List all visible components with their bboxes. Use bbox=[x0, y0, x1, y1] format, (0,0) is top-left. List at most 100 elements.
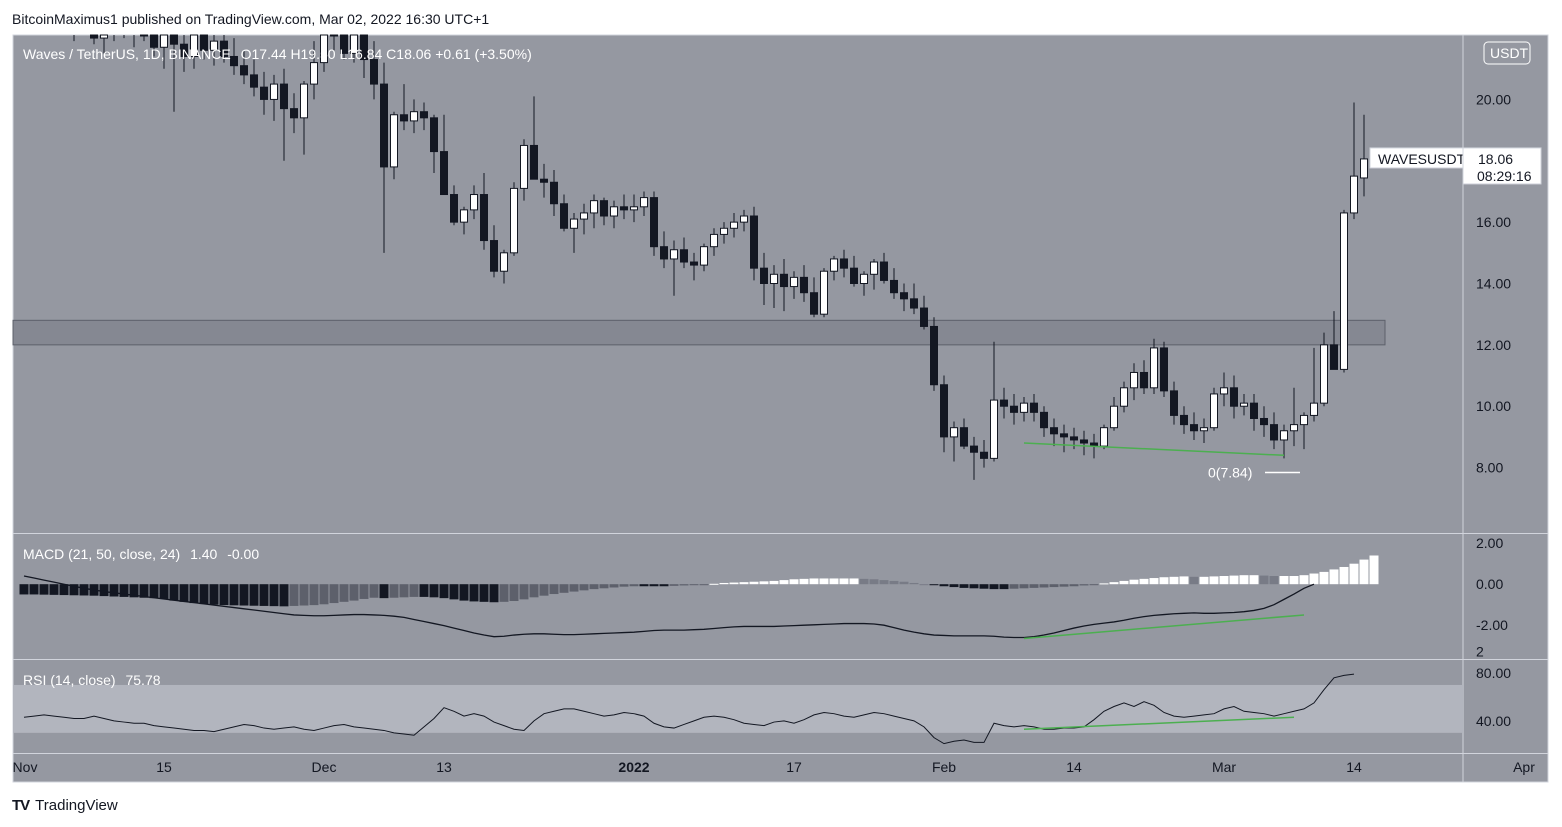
candle-down[interactable] bbox=[1260, 417, 1268, 426]
candle-down[interactable] bbox=[1040, 411, 1048, 429]
candle-down[interactable] bbox=[230, 55, 238, 67]
candle-up[interactable] bbox=[510, 187, 518, 254]
candle-up[interactable] bbox=[830, 258, 838, 272]
candle-down[interactable] bbox=[1010, 405, 1018, 413]
candle-up[interactable] bbox=[300, 83, 308, 119]
candle-up[interactable] bbox=[210, 40, 218, 51]
candle-up[interactable] bbox=[1320, 344, 1328, 404]
candle-down[interactable] bbox=[360, 34, 368, 61]
candle-up[interactable] bbox=[820, 270, 828, 315]
candle-up[interactable] bbox=[1210, 393, 1218, 429]
candle-up[interactable] bbox=[1300, 414, 1308, 426]
candle-up[interactable] bbox=[1240, 402, 1248, 407]
candle-down[interactable] bbox=[540, 178, 548, 183]
candle-down[interactable] bbox=[660, 246, 668, 260]
candle-up[interactable] bbox=[1220, 387, 1228, 395]
candle-down[interactable] bbox=[90, 34, 98, 39]
candle-down[interactable] bbox=[220, 40, 228, 57]
candle-up[interactable] bbox=[730, 221, 738, 229]
candle-down[interactable] bbox=[690, 261, 698, 266]
candle-down[interactable] bbox=[1180, 414, 1188, 426]
rsi-title[interactable]: RSI (14, close) bbox=[23, 672, 116, 688]
candle-up[interactable] bbox=[270, 83, 278, 100]
candle-up[interactable] bbox=[1350, 175, 1358, 214]
candle-up[interactable] bbox=[160, 34, 168, 48]
candle-down[interactable] bbox=[180, 43, 188, 57]
candle-up[interactable] bbox=[590, 200, 598, 214]
candle-down[interactable] bbox=[760, 267, 768, 284]
candle-down[interactable] bbox=[620, 206, 628, 211]
candle-up[interactable] bbox=[700, 246, 708, 266]
candle-down[interactable] bbox=[380, 83, 388, 168]
candle-down[interactable] bbox=[1070, 436, 1078, 441]
candle-up[interactable] bbox=[580, 212, 588, 220]
candle-down[interactable] bbox=[880, 261, 888, 281]
candle-up[interactable] bbox=[1120, 387, 1128, 407]
candle-down[interactable] bbox=[890, 279, 898, 294]
candle-up[interactable] bbox=[570, 218, 578, 229]
candle-down[interactable] bbox=[930, 325, 938, 386]
candle-down[interactable] bbox=[780, 273, 788, 288]
candle-up[interactable] bbox=[1150, 347, 1158, 389]
candle-down[interactable] bbox=[170, 34, 178, 45]
candle-up[interactable] bbox=[320, 34, 328, 64]
candle-down[interactable] bbox=[850, 267, 858, 284]
candle-down[interactable] bbox=[150, 34, 158, 48]
candle-down[interactable] bbox=[940, 384, 948, 438]
candle-down[interactable] bbox=[240, 65, 248, 76]
candle-down[interactable] bbox=[450, 194, 458, 223]
candle-up[interactable] bbox=[1340, 212, 1348, 370]
candle-down[interactable] bbox=[420, 111, 428, 119]
candle-up[interactable] bbox=[100, 34, 108, 39]
candle-down[interactable] bbox=[1060, 433, 1068, 438]
candle-up[interactable] bbox=[710, 233, 718, 248]
candle-down[interactable] bbox=[1080, 439, 1088, 444]
candle-up[interactable] bbox=[1310, 402, 1318, 416]
candle-down[interactable] bbox=[550, 181, 558, 205]
candle-up[interactable] bbox=[1280, 430, 1288, 441]
candle-up[interactable] bbox=[1020, 402, 1028, 413]
candle-down[interactable] bbox=[400, 114, 408, 122]
candle-down[interactable] bbox=[250, 74, 258, 88]
candle-up[interactable] bbox=[630, 206, 638, 211]
macd-line[interactable] bbox=[23, 575, 1315, 639]
candle-up[interactable] bbox=[1110, 405, 1118, 429]
candle-down[interactable] bbox=[140, 34, 148, 37]
candle-down[interactable] bbox=[560, 203, 568, 229]
candle-up[interactable] bbox=[1360, 158, 1368, 179]
resistance-zone[interactable] bbox=[12, 319, 1386, 346]
candle-down[interactable] bbox=[1230, 387, 1238, 407]
symbol-title[interactable]: Waves / TetherUS, 1D, BINANCE bbox=[23, 46, 231, 62]
candle-up[interactable] bbox=[860, 273, 868, 284]
candle-down[interactable] bbox=[650, 197, 658, 248]
candle-down[interactable] bbox=[280, 83, 288, 110]
candle-up[interactable] bbox=[740, 215, 748, 223]
candle-down[interactable] bbox=[920, 307, 928, 327]
candle-down[interactable] bbox=[960, 427, 968, 447]
candle-down[interactable] bbox=[1030, 402, 1038, 413]
candle-down[interactable] bbox=[1000, 399, 1008, 407]
candle-down[interactable] bbox=[1160, 347, 1168, 392]
candle-down[interactable] bbox=[260, 86, 268, 100]
candle-up[interactable] bbox=[460, 209, 468, 223]
candle-up[interactable] bbox=[720, 227, 728, 235]
candle-down[interactable] bbox=[370, 59, 378, 85]
candle-down[interactable] bbox=[440, 151, 448, 196]
candle-up[interactable] bbox=[610, 206, 618, 217]
candle-down[interactable] bbox=[680, 249, 688, 263]
candle-down[interactable] bbox=[490, 240, 498, 272]
price-divergence-line[interactable] bbox=[1023, 442, 1285, 457]
macd-divergence-line[interactable] bbox=[1023, 614, 1305, 640]
footer[interactable]: TV TradingView bbox=[12, 797, 118, 814]
candle-down[interactable] bbox=[1270, 424, 1278, 441]
candle-up[interactable] bbox=[520, 144, 528, 189]
candle-down[interactable] bbox=[750, 215, 758, 269]
candle-up[interactable] bbox=[1290, 424, 1298, 432]
candle-down[interactable] bbox=[1050, 427, 1058, 435]
candle-down[interactable] bbox=[530, 144, 538, 180]
candle-up[interactable] bbox=[790, 276, 798, 288]
candle-down[interactable] bbox=[970, 445, 978, 453]
candle-down[interactable] bbox=[900, 292, 908, 300]
macd-title[interactable]: MACD (21, 50, close, 24) bbox=[23, 546, 181, 562]
candle-down[interactable] bbox=[1190, 424, 1198, 432]
